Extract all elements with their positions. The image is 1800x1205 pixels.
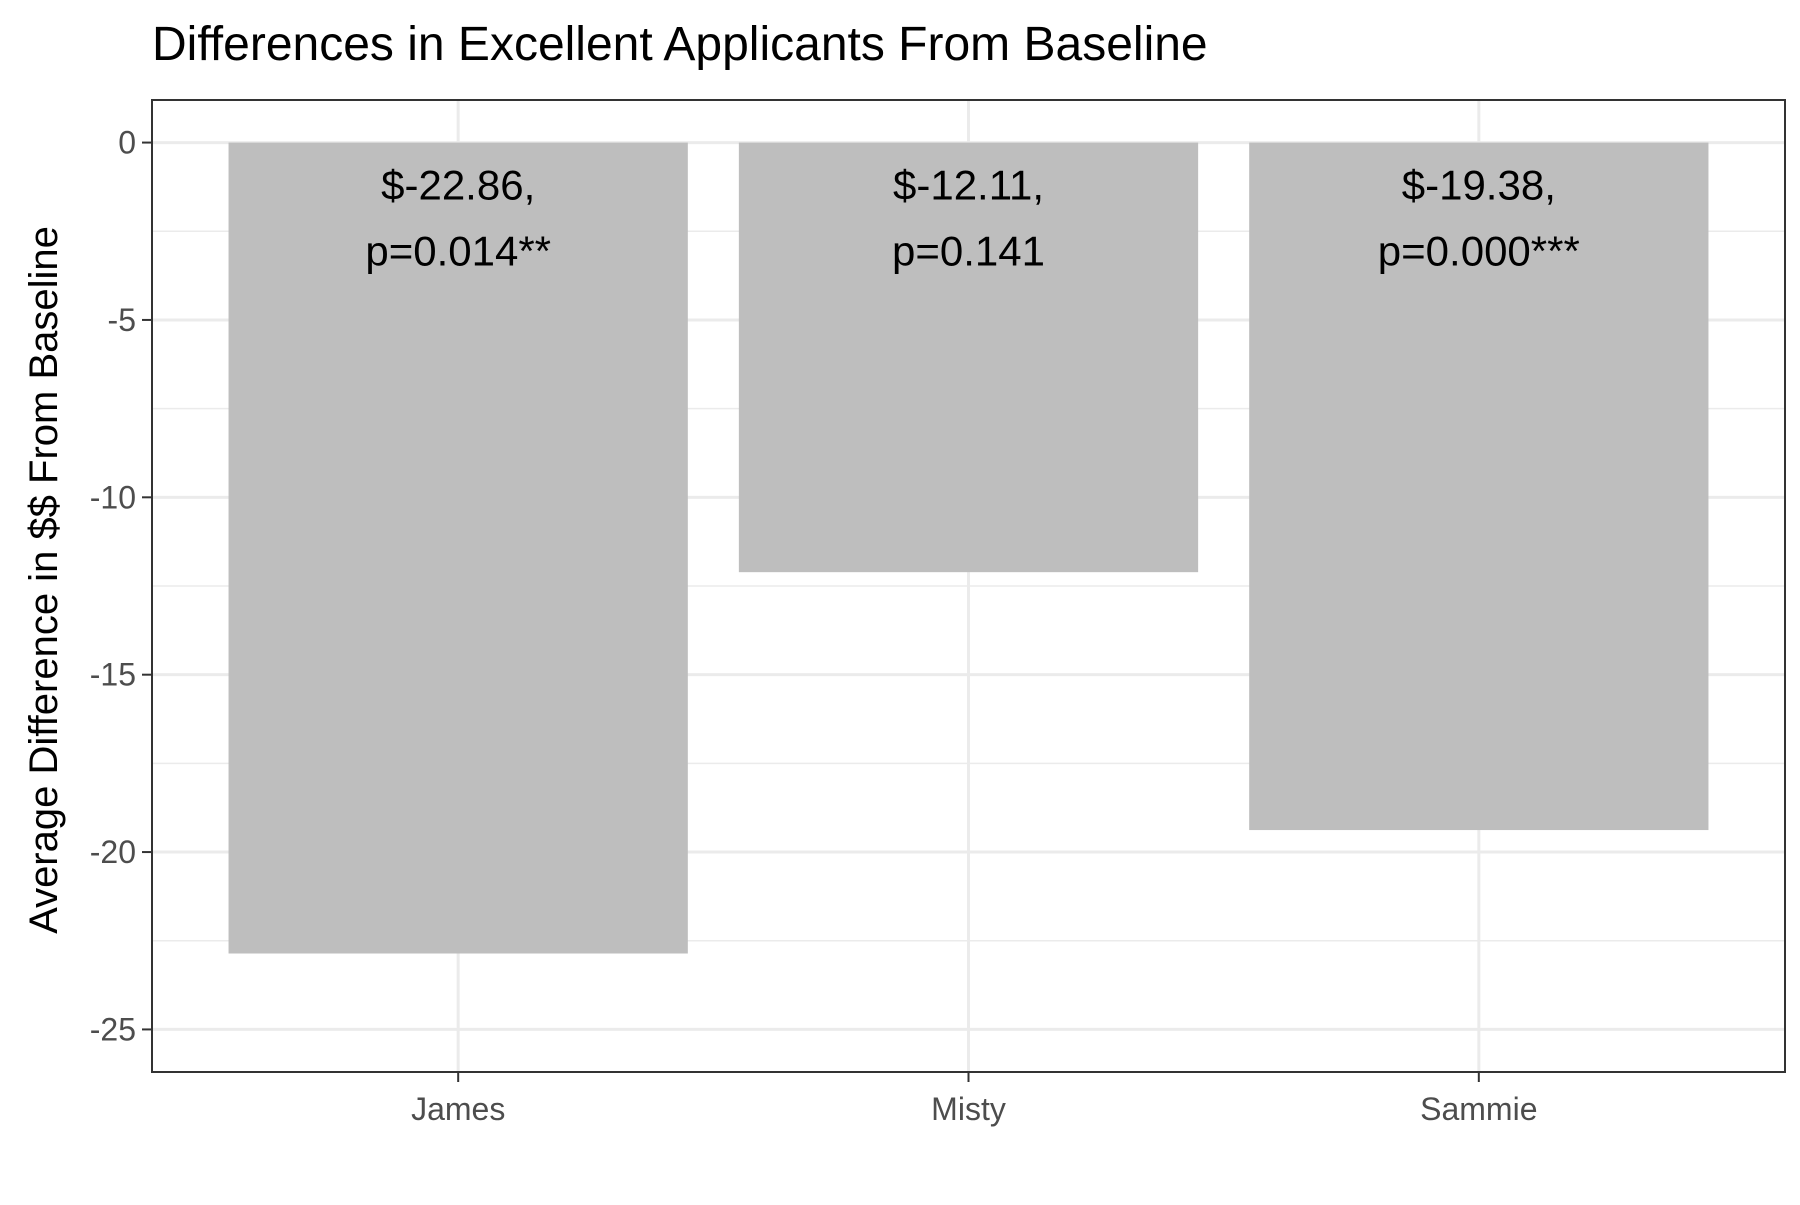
bar-label-james-value: $-22.86, — [381, 162, 535, 209]
y-axis-label: Average Difference in $$ From Baseline — [22, 226, 66, 934]
bar-label-sammie-pvalue: p=0.000*** — [1378, 228, 1580, 275]
bar-label-misty-pvalue: p=0.141 — [892, 228, 1045, 275]
bar-label-misty-value: $-12.11, — [893, 162, 1044, 209]
x-tick-label-james: James — [411, 1091, 505, 1127]
bar-label-sammie-value: $-19.38, — [1402, 162, 1556, 209]
bar-label-james-pvalue: p=0.014** — [365, 228, 551, 275]
bars — [228, 142, 1709, 954]
y-tick-label: -15 — [90, 657, 136, 693]
x-axis-ticks: James Misty Sammie — [411, 1072, 1537, 1127]
y-axis-ticks: 0 -5 -10 -15 -20 -25 — [90, 125, 152, 1047]
bar-misty — [738, 142, 1199, 573]
bar-sammie — [1249, 142, 1709, 831]
y-tick-label: -5 — [108, 302, 136, 338]
bar-labels: $-22.86, p=0.014** $-12.11, p=0.141 $-19.38,… — [365, 162, 1579, 275]
x-tick-label-sammie: Sammie — [1420, 1091, 1537, 1127]
chart-title: Differences in Excellent Applicants From… — [152, 18, 1208, 71]
y-tick-label: -10 — [90, 479, 136, 515]
y-tick-label: -25 — [90, 1011, 136, 1047]
x-tick-label-misty: Misty — [931, 1091, 1006, 1127]
y-tick-label: 0 — [118, 125, 136, 161]
y-tick-label: -20 — [90, 834, 136, 870]
bar-james — [228, 142, 688, 954]
